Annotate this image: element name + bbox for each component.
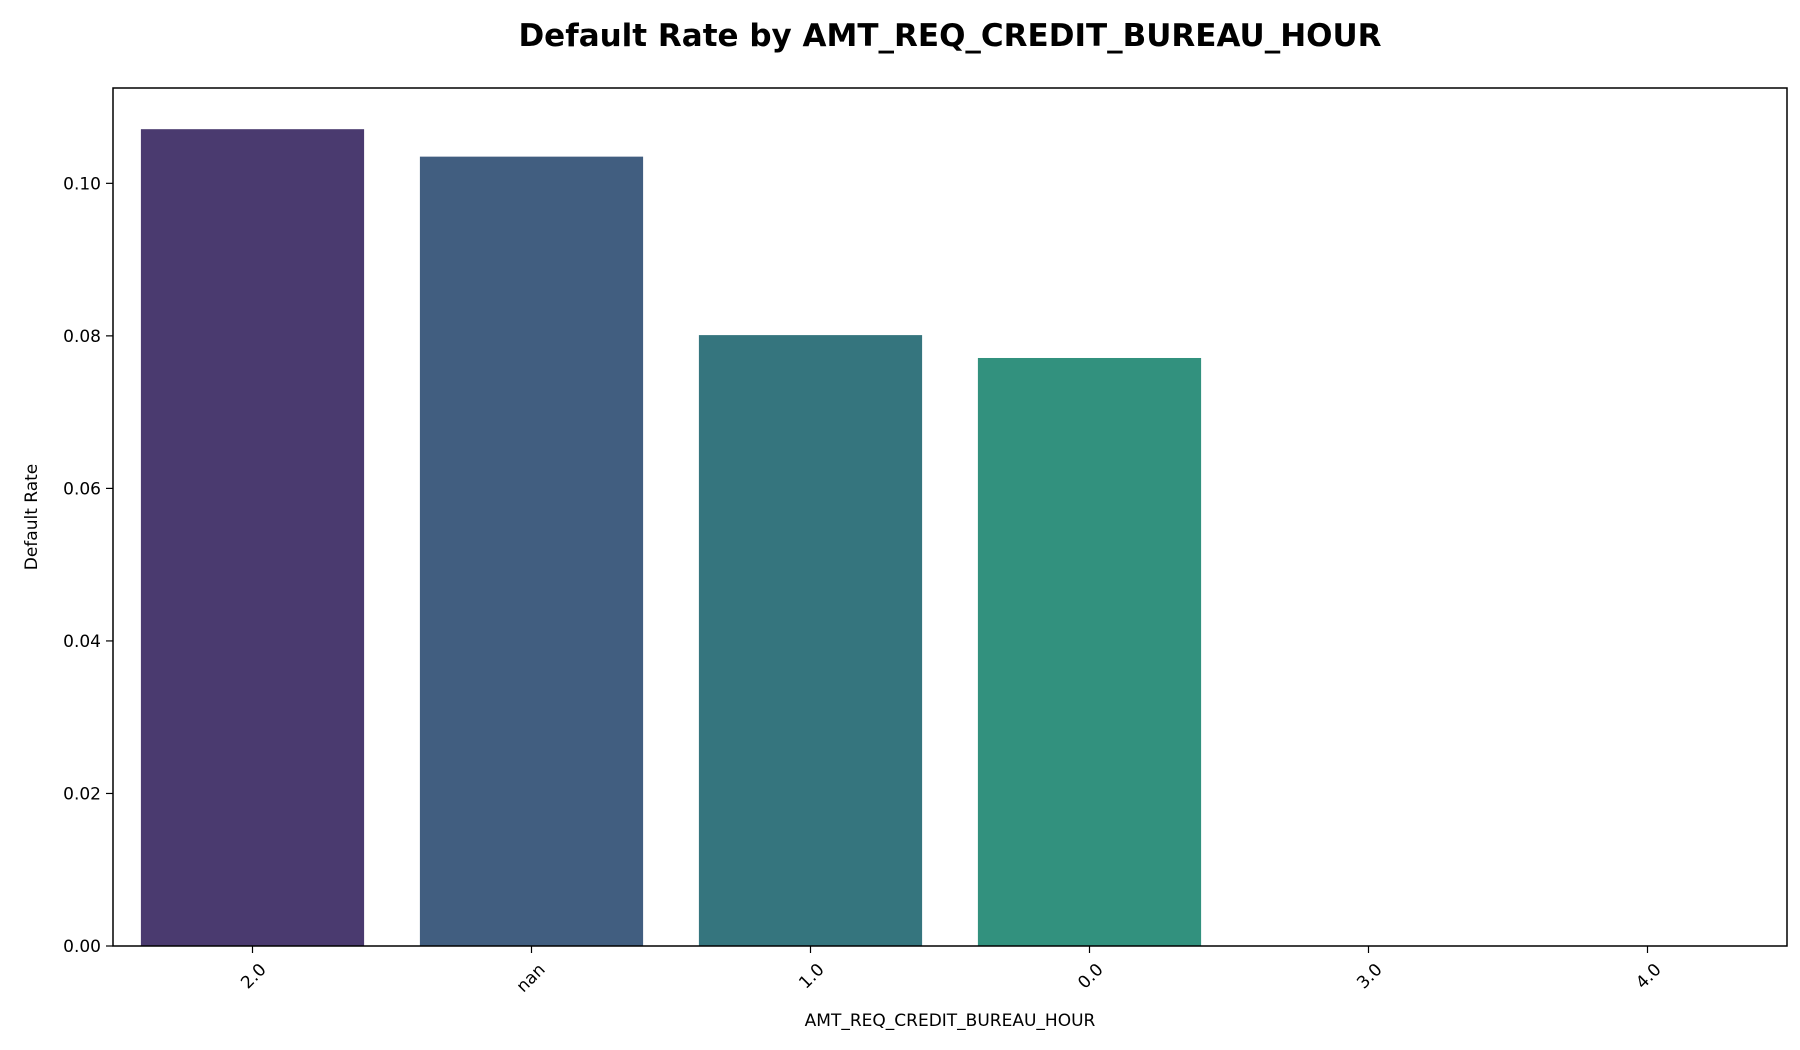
x-tick-label: 2.0 xyxy=(237,960,270,993)
y-tick-label: 0.02 xyxy=(63,784,101,804)
x-tick-label: nan xyxy=(513,960,550,997)
bar-nan xyxy=(419,156,644,946)
y-tick-label: 0.00 xyxy=(63,937,101,957)
x-tick-label: 1.0 xyxy=(795,960,828,993)
y-tick-label: 0.06 xyxy=(63,479,101,499)
y-axis: 0.00 0.02 0.04 0.06 0.08 0.10 xyxy=(63,174,113,957)
plot-frame xyxy=(112,87,1788,947)
x-axis-label: AMT_REQ_CREDIT_BUREAU_HOUR xyxy=(805,1011,1096,1031)
bars-group xyxy=(140,129,1202,946)
y-axis-label: Default Rate xyxy=(22,464,42,571)
x-tick-label: 0.0 xyxy=(1074,960,1107,993)
bar-0.0 xyxy=(977,357,1202,946)
x-tick-label: 4.0 xyxy=(1632,960,1665,993)
y-tick-label: 0.04 xyxy=(63,632,101,652)
y-tick-label: 0.10 xyxy=(63,174,101,194)
bar-1.0 xyxy=(698,335,923,946)
bar-2.0 xyxy=(140,129,365,946)
x-tick-label: 3.0 xyxy=(1353,960,1386,993)
y-tick-label: 0.08 xyxy=(63,327,101,347)
chart-title: Default Rate by AMT_REQ_CREDIT_BUREAU_HO… xyxy=(518,18,1381,54)
x-axis: 2.0 nan 1.0 0.0 3.0 4.0 xyxy=(237,946,1666,997)
